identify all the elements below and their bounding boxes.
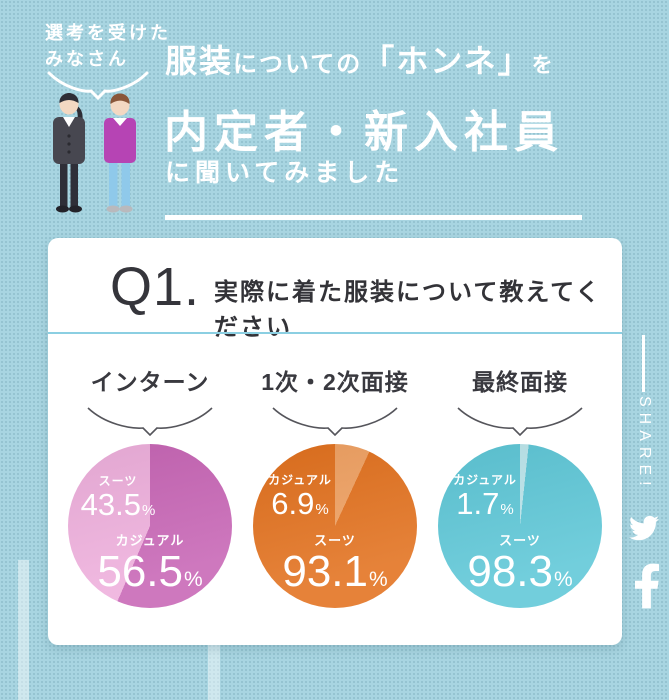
pie-callout-casual: カジュアル 56.5% (97, 530, 203, 596)
people-illustration (53, 93, 136, 213)
percent-sign: % (368, 568, 388, 591)
pie-callout-casual: カジュアル 1.7% (450, 471, 520, 521)
chart-title: 最終面接 (472, 369, 568, 395)
facebook-icon[interactable] (633, 563, 661, 609)
title-underline (165, 215, 582, 220)
chart-column-intern: インターン スーツ 43.5% カジュアル 56.5% (68, 363, 232, 608)
percent-sign: % (142, 502, 156, 519)
slice-value: 1.7 (456, 486, 500, 521)
chart-title: インターン (90, 369, 210, 395)
speech-bubble: 選考を受けた みなさん (45, 20, 171, 72)
percent-sign: % (315, 501, 329, 518)
chart-title: 1次・2次面接 (261, 369, 409, 395)
title-seg-wo: を (531, 54, 555, 77)
slice-label: スーツ (314, 533, 356, 548)
question-number: Q1. (110, 257, 201, 317)
question-card: Q1. 実際に着た服装について教えてください インターン スーツ 43.5% カ… (48, 238, 622, 645)
slice-label: カジュアル (453, 473, 517, 487)
pie-callout-casual: カジュアル 6.9% (265, 471, 335, 521)
curly-bracket-icon (87, 407, 213, 436)
card-divider (48, 332, 622, 334)
slice-value: 56.5 (97, 547, 183, 596)
slice-value: 98.3 (467, 547, 553, 596)
question-text: 実際に着た服装について教えてください (214, 279, 602, 341)
pie-chart-first-second: カジュアル 6.9% スーツ 93.1% (253, 444, 417, 608)
slice-label: スーツ (499, 533, 541, 548)
slice-label: カジュアル (115, 533, 185, 548)
suit-person-icon (53, 93, 85, 213)
pie-callout-suit: スーツ 43.5% (80, 472, 156, 522)
pie-chart-final: カジュアル 1.7% スーツ 98.3% (438, 444, 602, 608)
question-heading: Q1. 実際に着た服装について教えてください (48, 238, 622, 347)
main-title-line2: 内定者・新入社員 (164, 108, 564, 157)
title-seg-honne: 「ホンネ」 (362, 43, 532, 79)
twitter-icon[interactable] (627, 513, 661, 543)
pie-chart-intern: スーツ 43.5% カジュアル 56.5% (68, 444, 232, 608)
slice-label: スーツ (98, 474, 138, 488)
casual-person-icon (104, 93, 136, 213)
curly-bracket-icon (457, 407, 583, 436)
pie-callout-suit: スーツ 93.1% (282, 530, 388, 596)
speech-bracket-icon (47, 71, 149, 100)
main-title-line1: 服装についての「ホンネ」を (165, 36, 555, 82)
speech-line-1: 選考を受けた (45, 23, 171, 43)
chart-column-final: 最終面接 カジュアル 1.7% スーツ 98.3% (438, 363, 602, 608)
chart-column-first-second: 1次・2次面接 カジュアル 6.9% スーツ 93.1% (253, 363, 417, 608)
share-dash (642, 335, 645, 392)
curly-bracket-icon (272, 407, 398, 436)
slice-label: カジュアル (268, 473, 332, 487)
slice-value: 93.1 (282, 547, 368, 596)
main-title-line3: に聞いてみました (165, 159, 405, 187)
chart-columns: インターン スーツ 43.5% カジュアル 56.5% 1次・ (48, 363, 622, 608)
bg-stripe (18, 560, 29, 700)
title-seg-fukusou: 服装 (165, 43, 234, 79)
percent-sign: % (500, 501, 514, 518)
slice-value: 6.9 (271, 486, 315, 521)
percent-sign: % (183, 568, 203, 591)
slice-value: 43.5 (80, 487, 141, 522)
share-label: SHARE! (636, 396, 653, 492)
title-seg-nitsuite: についての (233, 51, 363, 78)
pie-callout-suit: スーツ 98.3% (467, 530, 573, 596)
speech-line-2: みなさん (45, 49, 129, 70)
percent-sign: % (553, 568, 573, 591)
